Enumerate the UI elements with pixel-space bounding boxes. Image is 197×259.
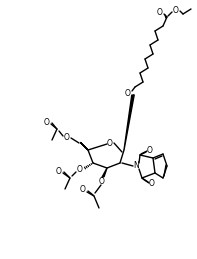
- Text: N: N: [133, 162, 139, 170]
- Text: O: O: [125, 89, 131, 97]
- Text: O: O: [173, 5, 179, 15]
- Polygon shape: [102, 168, 107, 177]
- Text: O: O: [56, 167, 62, 176]
- Text: O: O: [147, 146, 153, 155]
- Text: O: O: [157, 8, 163, 17]
- Text: O: O: [44, 118, 50, 126]
- Text: O: O: [107, 139, 113, 147]
- Text: O: O: [77, 166, 83, 175]
- Polygon shape: [124, 95, 134, 150]
- Polygon shape: [80, 142, 88, 150]
- Text: O: O: [99, 176, 105, 185]
- Text: O: O: [64, 133, 70, 141]
- Text: O: O: [149, 179, 155, 189]
- Text: O: O: [80, 185, 86, 195]
